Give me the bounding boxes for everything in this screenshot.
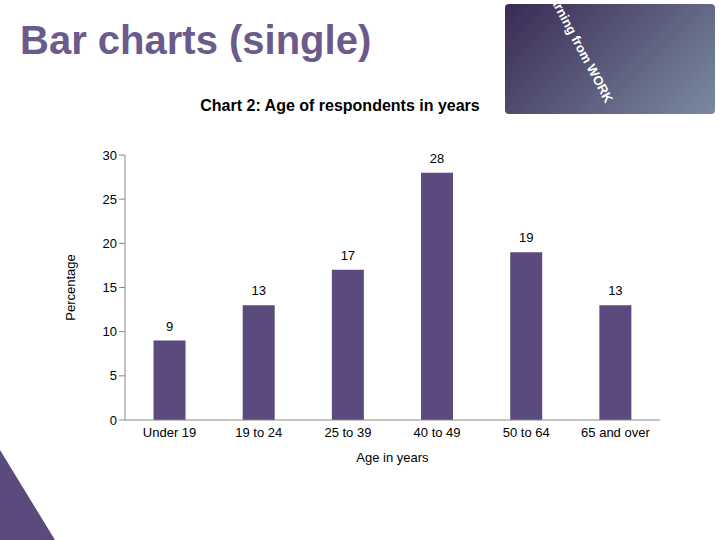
svg-text:15: 15 — [103, 280, 117, 295]
svg-text:28: 28 — [430, 151, 444, 166]
svg-text:Percentage: Percentage — [63, 254, 78, 321]
svg-text:9: 9 — [166, 319, 173, 334]
svg-text:25: 25 — [103, 192, 117, 207]
svg-text:10: 10 — [103, 324, 117, 339]
svg-text:19: 19 — [519, 230, 533, 245]
svg-text:Under 19: Under 19 — [143, 425, 196, 440]
html-text:Chart 2: Age of respondents in: Chart 2: Age of respondents in years — [200, 97, 480, 114]
svg-text:0: 0 — [110, 413, 117, 428]
html-text:Bar charts (single): Bar charts (single) — [20, 18, 372, 62]
svg-text:65 and over: 65 and over — [581, 425, 650, 440]
svg-text:13: 13 — [608, 283, 622, 298]
svg-text:25 to 39: 25 to 39 — [324, 425, 371, 440]
svg-text:19 to 24: 19 to 24 — [235, 425, 282, 440]
svg-text:17: 17 — [341, 248, 355, 263]
svg-text:40 to 49: 40 to 49 — [414, 425, 461, 440]
svg-text:20: 20 — [103, 236, 117, 251]
svg-text:13: 13 — [251, 283, 265, 298]
svg-text:30: 30 — [103, 148, 117, 163]
svg-text:50 to 64: 50 to 64 — [503, 425, 550, 440]
svg-text:Age in years: Age in years — [356, 450, 429, 465]
svg-text:5: 5 — [110, 368, 117, 383]
